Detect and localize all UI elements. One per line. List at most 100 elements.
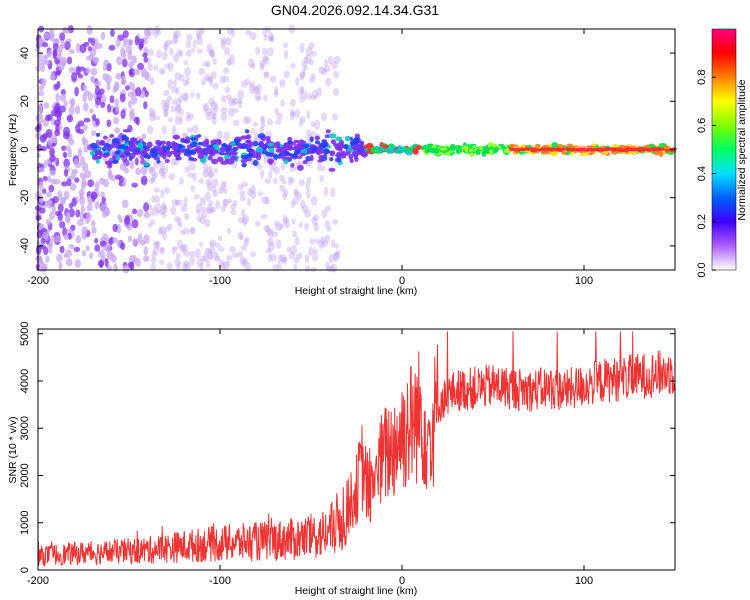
spectrogram-ridge-cell: [298, 145, 305, 151]
spectrogram-noise-cell: [41, 55, 48, 64]
spectrogram-noise-cell: [237, 89, 245, 100]
spectrogram-ridge-cell: [155, 139, 162, 146]
spectrogram-noise-cell: [320, 165, 326, 172]
spectrogram-noise-cell: [171, 246, 176, 255]
spectrogram-noise-cell: [205, 111, 213, 121]
spectrogram-noise-cell: [268, 241, 275, 252]
spectrogram-ridge-cell: [336, 151, 342, 158]
spectrogram-noise-cell: [149, 76, 155, 86]
spectrogram-ridge-cell: [171, 146, 179, 151]
spectrogram-noise-cell: [104, 242, 111, 253]
spectrogram-noise-cell: [294, 189, 299, 198]
spectrogram-noise-cell: [51, 205, 57, 214]
spectrogram-noise-cell: [188, 250, 195, 258]
spectrogram-noise-cell: [325, 261, 330, 271]
spectrogram-noise-cell: [125, 45, 133, 55]
spectrogram-noise-cell: [191, 124, 199, 134]
spectrogram-noise-cell: [63, 234, 69, 241]
spectrogram-noise-cell: [95, 117, 100, 127]
spectrogram-noise-cell: [61, 181, 68, 187]
spectrogram-ridge-cell: [184, 148, 191, 153]
spectrogram-noise-cell: [161, 104, 168, 112]
spectrogram-noise-cell: [183, 196, 188, 207]
spectrogram-noise-cell: [70, 97, 76, 108]
spectrogram-noise-cell: [206, 207, 213, 215]
spectrogram-noise-cell: [244, 78, 250, 86]
spectrogram-noise-cell: [172, 34, 178, 43]
spectrogram-noise-cell: [164, 225, 171, 232]
spectrogram-noise-cell: [175, 252, 181, 260]
spectrogram-ridge-cell: [101, 146, 107, 151]
spectrogram-noise-cell: [298, 119, 303, 128]
spectrogram-noise-cell: [152, 28, 158, 39]
spectrogram-noise-cell: [284, 220, 290, 229]
spectrogram-ridge-cell: [94, 149, 102, 156]
spectrogram-noise-cell: [50, 71, 55, 80]
spectrogram-ridge-cell: [116, 154, 121, 161]
spectrogram-ridge-cell: [259, 143, 266, 148]
snr-ytick-label: 5000: [19, 321, 31, 345]
spectrogram-noise-cell: [222, 198, 230, 207]
spectrogram-noise-cell: [305, 180, 311, 191]
spectrogram-noise-cell: [172, 124, 177, 131]
spectrogram-noise-cell: [36, 152, 41, 158]
spectrogram-noise-cell: [211, 178, 219, 187]
spectrogram-noise-cell: [58, 261, 63, 271]
spectrogram-noise-cell: [53, 178, 61, 185]
spectrogram-noise-cell: [240, 80, 248, 88]
snr-ytick-label: 2000: [19, 463, 31, 487]
spectrogram-noise-cell: [102, 73, 109, 81]
spectrogram-noise-cell: [273, 166, 280, 175]
spectrogram-noise-cell: [74, 177, 80, 183]
spectrogram-noise-cell: [64, 41, 71, 51]
spectrogram-noise-cell: [46, 199, 53, 209]
spectrogram-ridge-cell: [456, 147, 463, 153]
spectrogram-noise-cell: [301, 60, 308, 67]
spectrogram-ridge-cell: [217, 141, 222, 145]
spectrogram-noise-cell: [206, 43, 213, 54]
spectrogram-noise-cell: [266, 47, 274, 57]
spectrogram-noise-cell: [149, 110, 157, 118]
spectrogram-noise-cell: [183, 93, 188, 103]
spectrogram-noise-cell: [254, 91, 261, 102]
spectrogram-noise-cell: [150, 257, 157, 264]
spectrogram-ridge-cell: [353, 136, 361, 143]
spectrogram-noise-cell: [149, 113, 156, 122]
spectrogram-noise-cell: [64, 169, 69, 177]
spectrogram-noise-cell: [47, 139, 53, 147]
spectrogram-noise-cell: [150, 176, 156, 183]
spectrogram-noise-cell: [183, 249, 190, 258]
spectrogram-ridge-cell: [355, 143, 363, 148]
spectrogram-noise-cell: [100, 101, 106, 109]
spectrogram-noise-cell: [62, 58, 67, 65]
spectrogram-noise-cell: [296, 252, 303, 260]
spectrogram-noise-cell: [250, 63, 256, 70]
spectrogram-noise-cell: [321, 112, 328, 122]
spectrogram-noise-cell: [298, 221, 303, 229]
spectrogram-noise-cell: [269, 75, 277, 83]
spectrogram-noise-cell: [209, 245, 216, 255]
spectrogram-noise-cell: [222, 180, 227, 189]
spectrogram-ridge-cell: [339, 152, 347, 159]
spectrogram-noise-cell: [256, 83, 262, 94]
spectrogram-noise-cell: [170, 205, 177, 216]
spectrogram-noise-cell: [326, 226, 332, 232]
spectrogram-ridge-cell: [212, 149, 219, 155]
spectrogram-noise-cell: [185, 40, 192, 49]
spectrogram-noise-cell: [262, 54, 268, 63]
spectrogram-noise-cell: [35, 215, 42, 221]
spectrogram-noise-cell: [209, 207, 215, 214]
spectrogram-noise-cell: [277, 254, 282, 263]
spectrogram-noise-cell: [163, 109, 168, 118]
spectrogram-noise-cell: [196, 48, 203, 54]
spectrogram-noise-cell: [151, 174, 157, 182]
spectrogram-noise-cell: [304, 209, 311, 218]
spectrogram-noise-cell: [321, 67, 328, 76]
spectrogram-noise-cell: [239, 190, 246, 196]
spectrogram-ridge-cell: [240, 145, 248, 149]
spectrogram-noise-cell: [173, 31, 179, 38]
spectrogram-noise-cell: [209, 239, 217, 247]
spectrogram-noise-cell: [166, 262, 173, 270]
spectrogram-ridge-cell: [232, 146, 239, 152]
spectrogram-noise-cell: [42, 188, 47, 194]
